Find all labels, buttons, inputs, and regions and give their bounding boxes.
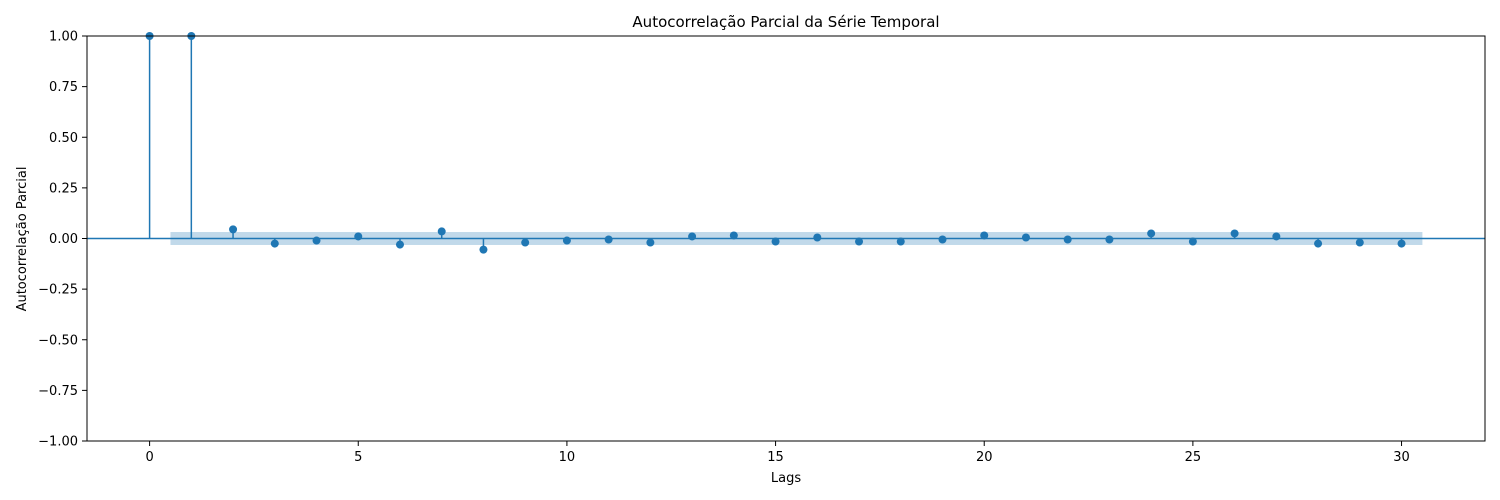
marker-lag-3: [270, 239, 279, 248]
y-tick-label: −0.75: [38, 384, 78, 399]
marker-lag-4: [312, 236, 321, 245]
x-tick-label: 0: [145, 450, 153, 465]
y-tick-label: 0.50: [49, 131, 78, 146]
marker-lag-28: [1314, 239, 1323, 248]
plot-area: [87, 32, 1485, 254]
marker-lag-26: [1230, 229, 1239, 238]
marker-lag-10: [562, 236, 571, 245]
marker-lag-22: [1063, 235, 1072, 244]
y-axis-label: Autocorrelação Parcial: [15, 167, 30, 312]
x-tick-label: 25: [1185, 450, 1202, 465]
marker-lag-6: [395, 240, 404, 249]
marker-lag-29: [1355, 238, 1364, 247]
marker-lag-19: [938, 235, 947, 244]
y-tick-label: −0.50: [38, 333, 78, 348]
x-tick-label: 15: [767, 450, 784, 465]
marker-lag-18: [896, 237, 905, 246]
y-tick-label: 1.00: [49, 30, 78, 45]
marker-lag-21: [1021, 233, 1030, 242]
chart-title: Autocorrelação Parcial da Série Temporal: [632, 13, 939, 31]
marker-lag-17: [855, 237, 864, 246]
y-tick-label: 0.25: [49, 181, 78, 196]
x-tick-label: 30: [1393, 450, 1410, 465]
marker-lag-16: [813, 233, 822, 242]
marker-lag-12: [646, 238, 655, 247]
marker-lag-30: [1397, 239, 1406, 248]
marker-lag-2: [229, 225, 238, 234]
marker-lag-24: [1147, 229, 1156, 238]
x-tick-label: 5: [354, 450, 362, 465]
marker-lag-27: [1272, 232, 1281, 241]
marker-lag-20: [980, 231, 989, 240]
y-tick-label: 0.00: [49, 232, 78, 247]
marker-lag-23: [1105, 235, 1114, 244]
marker-lag-13: [688, 232, 697, 241]
x-axis-label: Lags: [771, 471, 801, 486]
marker-lag-15: [771, 237, 780, 246]
marker-lag-9: [521, 238, 530, 247]
axes: 0 5 10 15 20 25 30 −1.00 −0.75 −0.50 −0.25 0.00 0.25…: [38, 30, 1486, 465]
marker-lag-14: [729, 231, 738, 240]
y-tick-label: −1.00: [38, 435, 78, 450]
y-tick-label: −0.25: [38, 283, 78, 298]
marker-lag-5: [354, 232, 363, 241]
marker-lag-7: [437, 227, 446, 236]
y-tick-label: 0.75: [49, 80, 78, 95]
marker-lag-25: [1188, 237, 1197, 246]
x-tick-label: 20: [976, 450, 993, 465]
x-tick-label: 10: [559, 450, 576, 465]
marker-lag-11: [604, 235, 613, 244]
marker-lag-8: [479, 245, 488, 254]
